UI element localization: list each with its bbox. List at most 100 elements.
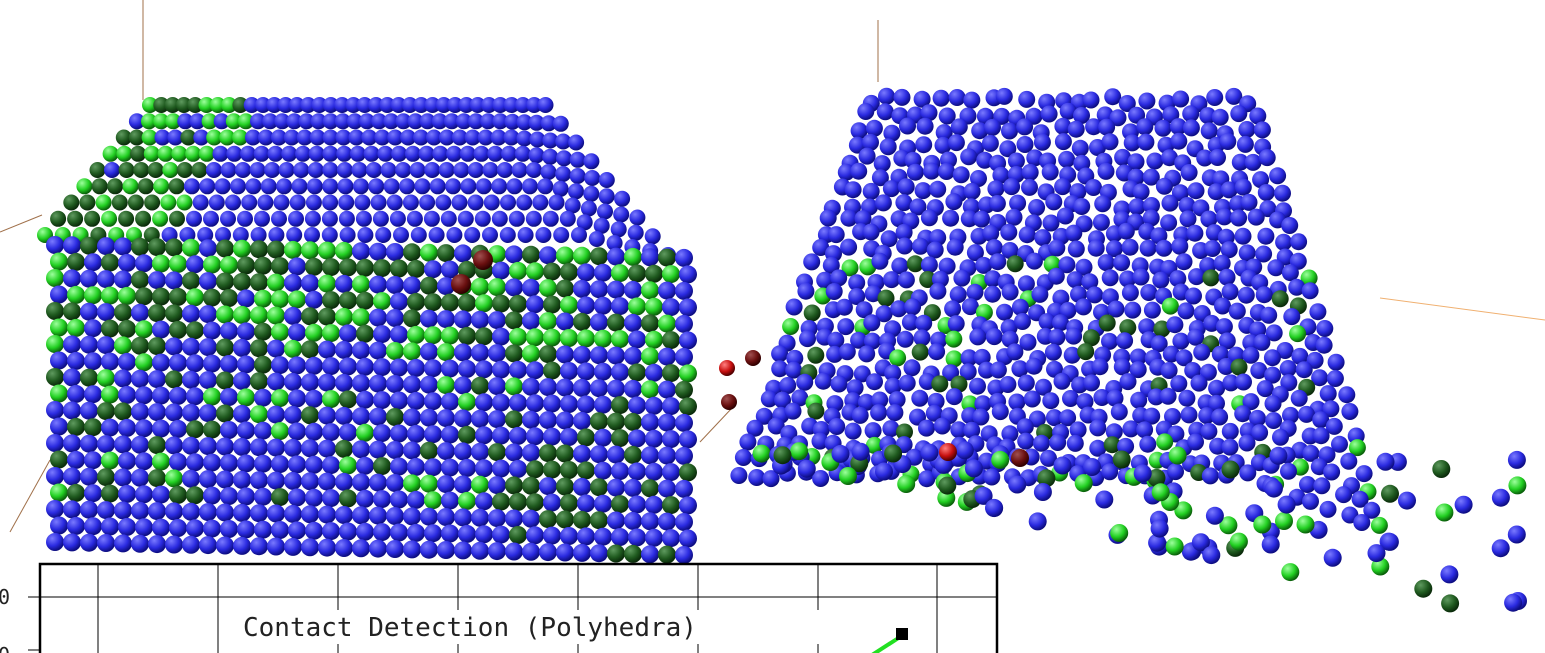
particle: [390, 458, 408, 476]
particle: [573, 280, 591, 298]
particle: [641, 380, 659, 398]
particle: [949, 89, 966, 106]
particle: [837, 318, 854, 335]
particle: [1229, 303, 1246, 320]
particle: [288, 290, 306, 308]
particle: [352, 242, 370, 260]
particle: [407, 260, 425, 278]
particle: [407, 458, 425, 476]
particle: [271, 455, 289, 473]
particle: [878, 88, 895, 105]
particle: [796, 374, 813, 391]
particle: [679, 430, 697, 448]
particle: [46, 500, 64, 518]
particle: [628, 396, 646, 414]
particle: [1239, 464, 1256, 481]
particle: [203, 289, 221, 307]
particle: [97, 303, 115, 321]
particle: [560, 296, 578, 314]
particle: [556, 150, 572, 166]
particle: [471, 410, 489, 428]
particle: [364, 146, 380, 162]
particle: [611, 462, 629, 480]
particle: [539, 510, 557, 528]
particle: [522, 477, 540, 495]
particle: [488, 509, 506, 527]
particle: [573, 478, 591, 496]
particle: [437, 442, 455, 460]
particle: [293, 162, 309, 178]
particle: [570, 152, 586, 168]
particle: [199, 239, 217, 257]
particle: [915, 136, 932, 153]
particle: [1054, 457, 1072, 475]
particle: [539, 345, 557, 363]
particle: [407, 524, 425, 542]
particle: [335, 539, 353, 557]
particle: [1024, 391, 1041, 408]
particle: [50, 352, 68, 370]
particle: [1185, 288, 1202, 305]
particle: [1212, 109, 1229, 126]
particle: [807, 403, 824, 420]
particle: [339, 258, 357, 276]
particle: [67, 418, 85, 436]
particle: [1083, 374, 1100, 391]
particle: [471, 311, 489, 329]
plot-marker: [896, 628, 908, 640]
particle: [373, 259, 391, 277]
particle: [509, 427, 527, 445]
particle: [1102, 133, 1119, 150]
particle: [182, 503, 200, 521]
particle: [50, 418, 68, 436]
particle: [420, 442, 438, 460]
particle: [233, 306, 251, 324]
particle: [1033, 435, 1050, 452]
particle: [446, 146, 462, 162]
y-tick-label: 0: [0, 643, 10, 653]
particle: [458, 211, 474, 227]
particle: [662, 430, 680, 448]
particle: [182, 272, 200, 290]
particle: [1222, 439, 1239, 456]
particle: [101, 211, 117, 227]
particle: [386, 375, 404, 393]
particle: [152, 420, 170, 438]
particle: [386, 474, 404, 492]
particle: [63, 236, 81, 254]
particle: [1166, 316, 1183, 333]
particle: [476, 178, 492, 194]
particle: [169, 354, 187, 372]
particle: [80, 303, 98, 321]
particle: [454, 541, 472, 559]
particle: [1162, 195, 1179, 212]
particle: [863, 314, 880, 331]
particle: [645, 298, 663, 316]
particle: [1320, 501, 1337, 518]
particle: [148, 469, 166, 487]
particle: [1235, 179, 1252, 196]
particle: [831, 376, 848, 393]
particle: [340, 227, 356, 243]
particle: [307, 178, 323, 194]
particle: [148, 535, 166, 553]
particle: [719, 360, 735, 376]
particle: [322, 227, 338, 243]
particle: [97, 336, 115, 354]
particle: [1156, 240, 1173, 257]
particle: [641, 446, 659, 464]
particle: [318, 506, 336, 524]
particle: [488, 377, 506, 395]
particle: [437, 244, 455, 262]
particle: [594, 297, 612, 315]
particle: [162, 162, 178, 178]
particle: [1316, 337, 1333, 354]
particle: [271, 290, 289, 308]
particle: [1034, 134, 1051, 151]
particle: [1144, 302, 1161, 319]
particle: [836, 299, 853, 316]
particle: [1146, 153, 1163, 170]
particle: [233, 504, 251, 522]
particle: [1356, 465, 1373, 482]
particle: [923, 163, 940, 180]
